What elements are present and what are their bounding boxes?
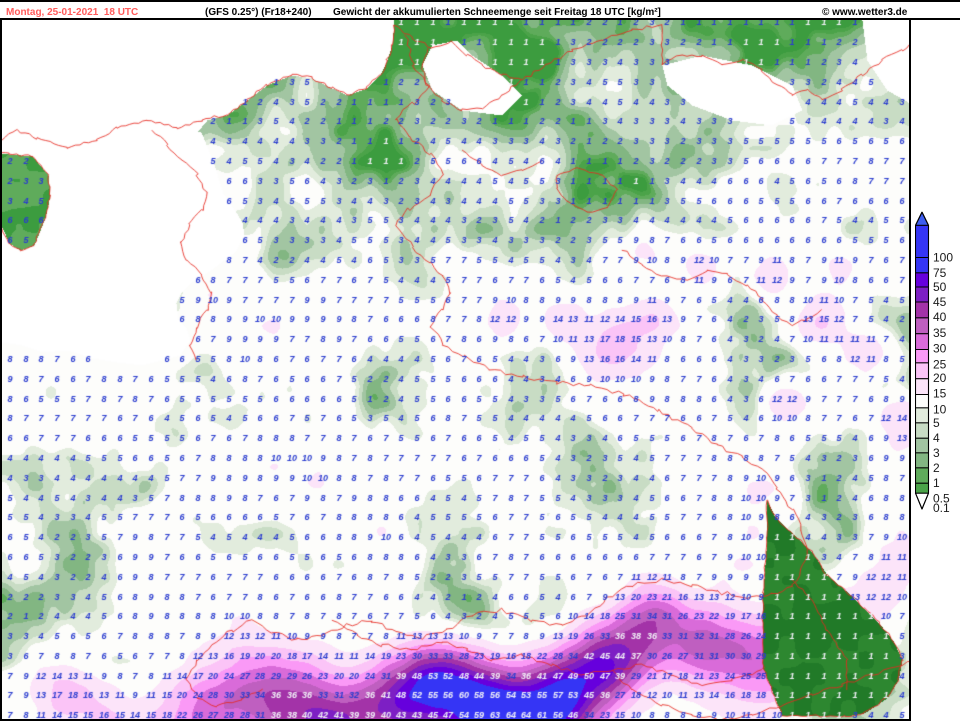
svg-text:5: 5 <box>933 416 940 430</box>
svg-text:2: 2 <box>933 461 940 475</box>
svg-text:35: 35 <box>933 326 947 340</box>
svg-text:25: 25 <box>933 358 947 372</box>
svg-text:30: 30 <box>933 342 947 356</box>
svg-text:20: 20 <box>933 371 947 385</box>
svg-text:15: 15 <box>933 387 947 401</box>
svg-text:3: 3 <box>933 446 940 460</box>
svg-text:10: 10 <box>933 403 947 417</box>
svg-text:45: 45 <box>933 295 947 309</box>
svg-text:1: 1 <box>933 476 940 490</box>
svg-text:0.1: 0.1 <box>933 501 950 515</box>
svg-text:40: 40 <box>933 310 947 324</box>
svg-text:100: 100 <box>933 251 953 265</box>
svg-text:4: 4 <box>933 431 940 445</box>
svg-text:75: 75 <box>933 266 947 280</box>
svg-text:50: 50 <box>933 280 947 294</box>
